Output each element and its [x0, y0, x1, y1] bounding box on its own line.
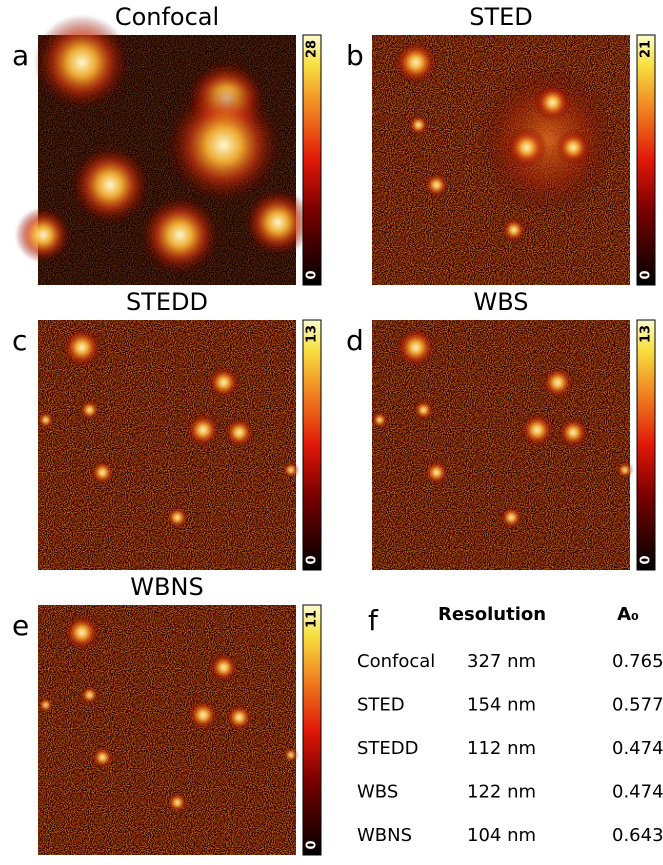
table-header: Resolution [438, 604, 546, 625]
panel: Confocal a 28 0 [12, 3, 322, 286]
image-spot [91, 746, 114, 769]
image-spot [282, 462, 299, 478]
image-spot [63, 614, 100, 651]
colorbar-min: 0 [305, 840, 320, 849]
panel-title: WBNS [130, 573, 203, 601]
table-header: A₀ [617, 604, 639, 625]
table-cell: 0.474 [612, 738, 663, 759]
image-spot [139, 195, 220, 275]
image-spot [37, 412, 54, 428]
colorbar [636, 34, 656, 286]
table-cell: 0.577 [612, 695, 663, 716]
colorbar [302, 34, 322, 286]
image-spot [520, 413, 555, 447]
image-spot [80, 686, 99, 704]
table-cell: 154 nm [467, 695, 536, 716]
colorbar-min: 0 [639, 270, 654, 279]
colorbar [302, 604, 322, 856]
image-spot [500, 506, 523, 529]
table-cell: 122 nm [467, 782, 536, 803]
table-cell: 327 nm [467, 651, 536, 672]
colorbar-max: 13 [305, 325, 320, 343]
panel-letter: e [12, 609, 29, 642]
image-spot [556, 130, 591, 165]
panel: STEDD c 13 0 [12, 288, 322, 571]
image-spot [534, 84, 571, 121]
image-spot [166, 506, 189, 529]
image-spot [90, 460, 115, 485]
colorbar-max: 21 [639, 40, 654, 58]
image-spot [393, 40, 438, 85]
table-cell: 0.643 [612, 825, 663, 846]
panel-letter: c [12, 324, 27, 357]
table-cell: STED [357, 695, 405, 716]
image-spot [207, 366, 240, 399]
table: f Resolution A₀ Confocal 327 nm 0.765 STED 154 … [357, 604, 663, 846]
image-spot [283, 747, 299, 763]
image-spot [424, 173, 449, 197]
panel-letter: b [346, 39, 364, 72]
table-cell: 0.765 [612, 651, 663, 672]
image-spot [79, 400, 100, 420]
image-spot [33, 14, 130, 111]
image-spot [167, 792, 188, 813]
image-spot [165, 87, 282, 203]
table-cell: WBNS [357, 825, 412, 846]
colorbar-max: 13 [639, 325, 654, 343]
panel-letter: a [12, 39, 29, 72]
colorbar [302, 319, 322, 571]
table-cell: Confocal [357, 651, 435, 672]
image-spot [187, 699, 219, 731]
colorbar-min: 0 [639, 555, 654, 564]
image-spot [501, 218, 526, 242]
colorbar-min: 0 [305, 270, 320, 279]
image-spot [395, 327, 436, 368]
image-spot [243, 188, 312, 257]
image-spot [541, 366, 574, 399]
image-spot [61, 327, 102, 368]
image-spot [186, 413, 221, 447]
image-spot [616, 462, 633, 478]
image-halo [477, 65, 618, 215]
image-spot [413, 400, 434, 420]
table-cell: WBS [357, 782, 398, 803]
image-spot [224, 417, 255, 448]
image-spot [506, 127, 547, 168]
colorbar [636, 319, 656, 571]
image-spot [225, 704, 253, 731]
image-spot [371, 412, 388, 428]
table-cell: 104 nm [467, 825, 536, 846]
panel: WBNS e 11 0 [12, 573, 322, 856]
panel-title: STED [469, 3, 533, 31]
image-spot [38, 697, 53, 713]
image-spot [15, 207, 72, 263]
panel-title: Confocal [115, 3, 219, 31]
table-cell: 0.474 [612, 782, 663, 803]
image-spot [209, 653, 239, 682]
image-spot [558, 417, 589, 448]
panel: STED b 21 0 [346, 3, 656, 286]
image-spot [408, 115, 429, 135]
panel-letter: f [368, 604, 379, 637]
colorbar-max: 11 [305, 610, 320, 628]
table-cell: 112 nm [467, 738, 536, 759]
panel-title: WBS [473, 288, 528, 316]
table-cell: STEDD [357, 738, 419, 759]
image-spot [70, 145, 151, 225]
colorbar-min: 0 [305, 555, 320, 564]
panel: WBS d 13 0 [346, 288, 656, 571]
panel-letter: d [346, 324, 364, 357]
colorbar-max: 28 [305, 40, 320, 58]
image-spot [424, 460, 449, 485]
panel-title: STEDD [126, 288, 208, 316]
